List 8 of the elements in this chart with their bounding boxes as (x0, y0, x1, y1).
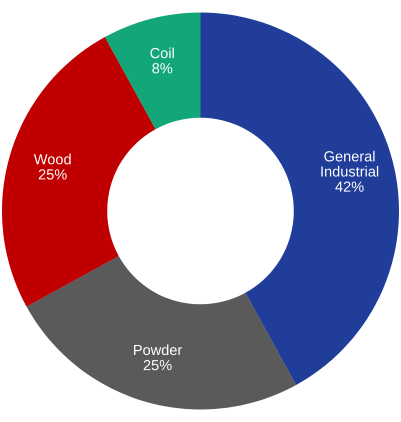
slice-label: Wood (34, 154, 71, 164)
data-label: 42% (335, 181, 364, 192)
slice-label: Powder (134, 344, 182, 356)
data-label: 25% (38, 169, 67, 180)
slice-label: Coil (150, 48, 174, 58)
data-label: 25% (144, 360, 172, 370)
slice-label: General Industrial (321, 150, 378, 177)
data-label: 8% (152, 63, 172, 74)
